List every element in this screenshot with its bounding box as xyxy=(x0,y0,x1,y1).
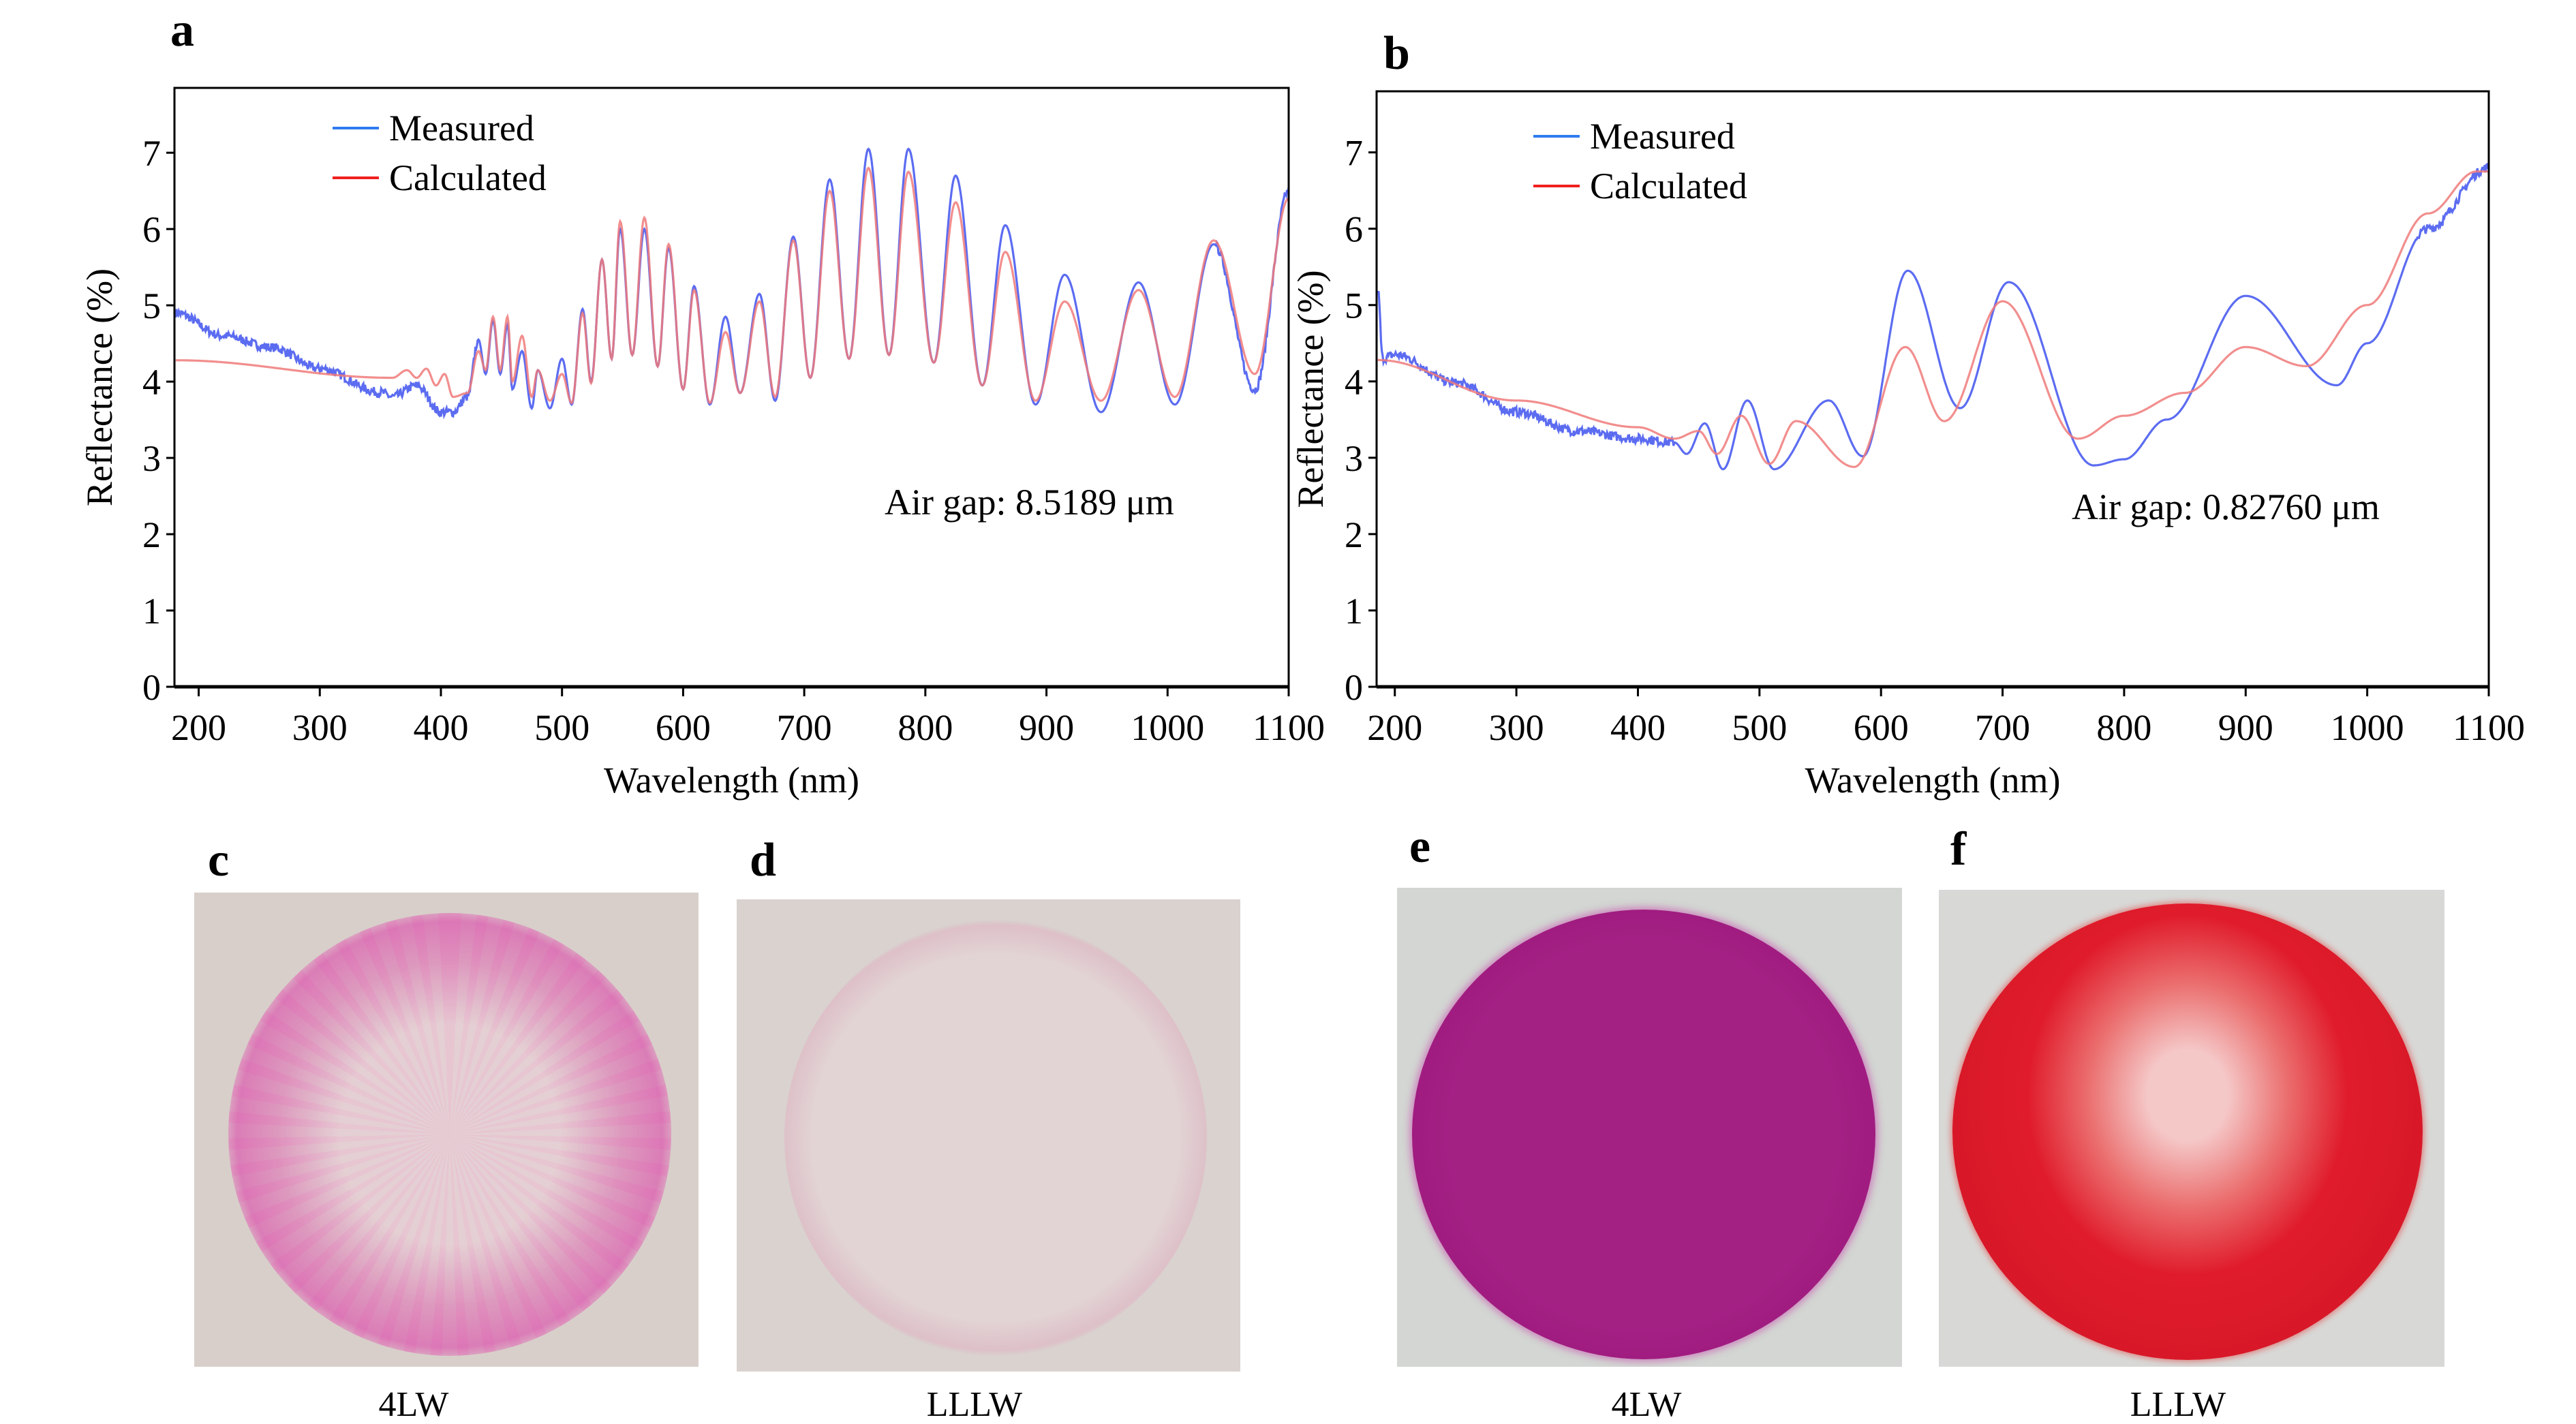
x-tick-label: 500 xyxy=(1732,707,1787,748)
air-gap-annotation: Air gap: 8.5189 μm xyxy=(885,482,1174,523)
y-tick-label: 4 xyxy=(1345,362,1363,403)
photo-f-lllw xyxy=(1939,890,2444,1367)
x-tick-label: 1100 xyxy=(1253,707,1325,748)
x-tick-label: 700 xyxy=(1975,707,2030,748)
y-tick-label: 5 xyxy=(142,285,161,326)
panel-label-d: d xyxy=(750,834,776,886)
magenta-dye-disc xyxy=(1412,910,1875,1359)
legend-label-calculated: Calculated xyxy=(1590,166,1747,206)
x-tick-label: 300 xyxy=(292,707,348,748)
x-tick-label: 600 xyxy=(656,707,711,748)
x-tick-label: 1000 xyxy=(1131,707,1204,748)
x-tick-label: 900 xyxy=(2218,707,2273,748)
y-axis-label: Reflectance (%) xyxy=(1290,270,1331,508)
x-tick-label: 900 xyxy=(1019,707,1074,748)
x-axis-label: Wavelength (nm) xyxy=(604,760,859,801)
x-tick-label: 500 xyxy=(534,707,589,748)
x-tick-label: 1100 xyxy=(2453,707,2525,748)
y-tick-label: 0 xyxy=(1345,667,1363,708)
x-tick-label: 700 xyxy=(777,707,832,748)
series-line-calculated xyxy=(1377,170,2489,468)
panel-label-a: a xyxy=(170,4,194,57)
y-tick-label: 7 xyxy=(1345,133,1363,174)
y-tick-label: 2 xyxy=(1345,514,1363,555)
y-tick-label: 6 xyxy=(1345,209,1363,250)
x-tick-label: 800 xyxy=(898,707,953,748)
panel-label-c: c xyxy=(208,834,230,886)
y-tick-label: 1 xyxy=(142,591,161,632)
x-tick-label: 400 xyxy=(413,707,468,748)
chart-b: Measured Calculated 0 1 2 3 4 5 6 7 200 300 400 500 60… xyxy=(1290,90,2525,801)
photo-d-lllw xyxy=(737,899,1240,1372)
y-tick-label: 4 xyxy=(142,362,161,403)
x-tick-label: 200 xyxy=(171,707,226,748)
plot-frame xyxy=(1375,90,2490,688)
panel-label-f: f xyxy=(1950,823,1967,876)
x-tick-label: 600 xyxy=(1854,707,1909,748)
caption-e: 4LW xyxy=(1611,1385,1682,1424)
y-tick-label: 2 xyxy=(142,514,161,555)
chart-a: Measured Calculated 0 1 2 3 4 5 6 7 200 300 400 500 60… xyxy=(79,87,1325,801)
x-axis-label: Wavelength (nm) xyxy=(1805,760,2060,801)
legend-label-calculated: Calculated xyxy=(389,157,547,198)
air-gap-annotation: Air gap: 0.82760 μm xyxy=(2072,486,2380,527)
panel-label-e: e xyxy=(1409,820,1431,873)
x-tick-label: 800 xyxy=(2096,707,2151,748)
y-tick-label: 0 xyxy=(142,667,161,708)
dye-ring xyxy=(228,913,671,1356)
faint-dye-disc xyxy=(784,920,1207,1356)
red-dye-disc xyxy=(1952,903,2423,1360)
y-tick-label: 5 xyxy=(1345,285,1363,326)
photo-e-4lw xyxy=(1397,888,1902,1367)
y-tick-label: 6 xyxy=(142,209,161,250)
series-line-calculated xyxy=(175,166,1289,405)
photo-c-4lw xyxy=(194,893,699,1367)
y-tick-label: 7 xyxy=(142,133,161,174)
series-line-measured xyxy=(1377,162,2490,471)
x-tick-label: 400 xyxy=(1610,707,1666,748)
y-tick-label: 3 xyxy=(1345,438,1363,479)
caption-d: LLLW xyxy=(926,1385,1023,1424)
y-tick-label: 1 xyxy=(1345,591,1363,632)
panel-label-b: b xyxy=(1383,27,1410,80)
legend-label-measured: Measured xyxy=(389,108,534,149)
caption-f: LLLW xyxy=(2130,1385,2226,1424)
x-tick-label: 1000 xyxy=(2331,707,2404,748)
x-tick-label: 200 xyxy=(1367,707,1422,748)
y-axis-label: Reflectance (%) xyxy=(79,268,120,506)
series-line-measured xyxy=(174,147,1290,420)
y-tick-label: 3 xyxy=(142,438,161,479)
caption-c: 4LW xyxy=(378,1385,449,1424)
x-tick-label: 300 xyxy=(1489,707,1544,748)
legend-label-measured: Measured xyxy=(1590,116,1735,157)
